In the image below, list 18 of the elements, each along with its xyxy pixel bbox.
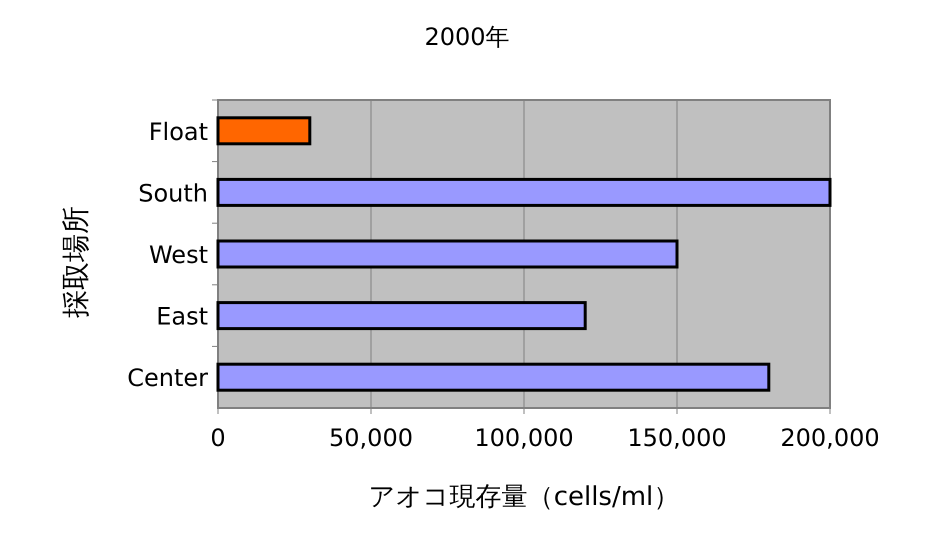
x-tick-label: 0 <box>210 424 226 452</box>
x-tick-label: 200,000 <box>780 424 880 452</box>
y-tick-label: South <box>138 179 208 208</box>
bar <box>216 362 770 392</box>
bar <box>216 116 312 146</box>
x-axis-title: アオコ現存量（cells/ml） <box>368 482 680 512</box>
x-tick-label: 100,000 <box>474 424 574 452</box>
x-tick-label: 150,000 <box>627 424 727 452</box>
x-tick-label: 50,000 <box>329 424 413 452</box>
y-tick-label: West <box>148 241 208 269</box>
y-axis-title: 採取場所 <box>59 206 92 318</box>
y-tick-label: Float <box>148 118 208 146</box>
bar <box>216 178 832 207</box>
bar <box>216 301 587 330</box>
y-tick-label: East <box>156 302 208 331</box>
bar <box>216 240 678 268</box>
y-tick-label: Center <box>127 364 208 392</box>
chart-title: 2000年 <box>424 23 510 51</box>
